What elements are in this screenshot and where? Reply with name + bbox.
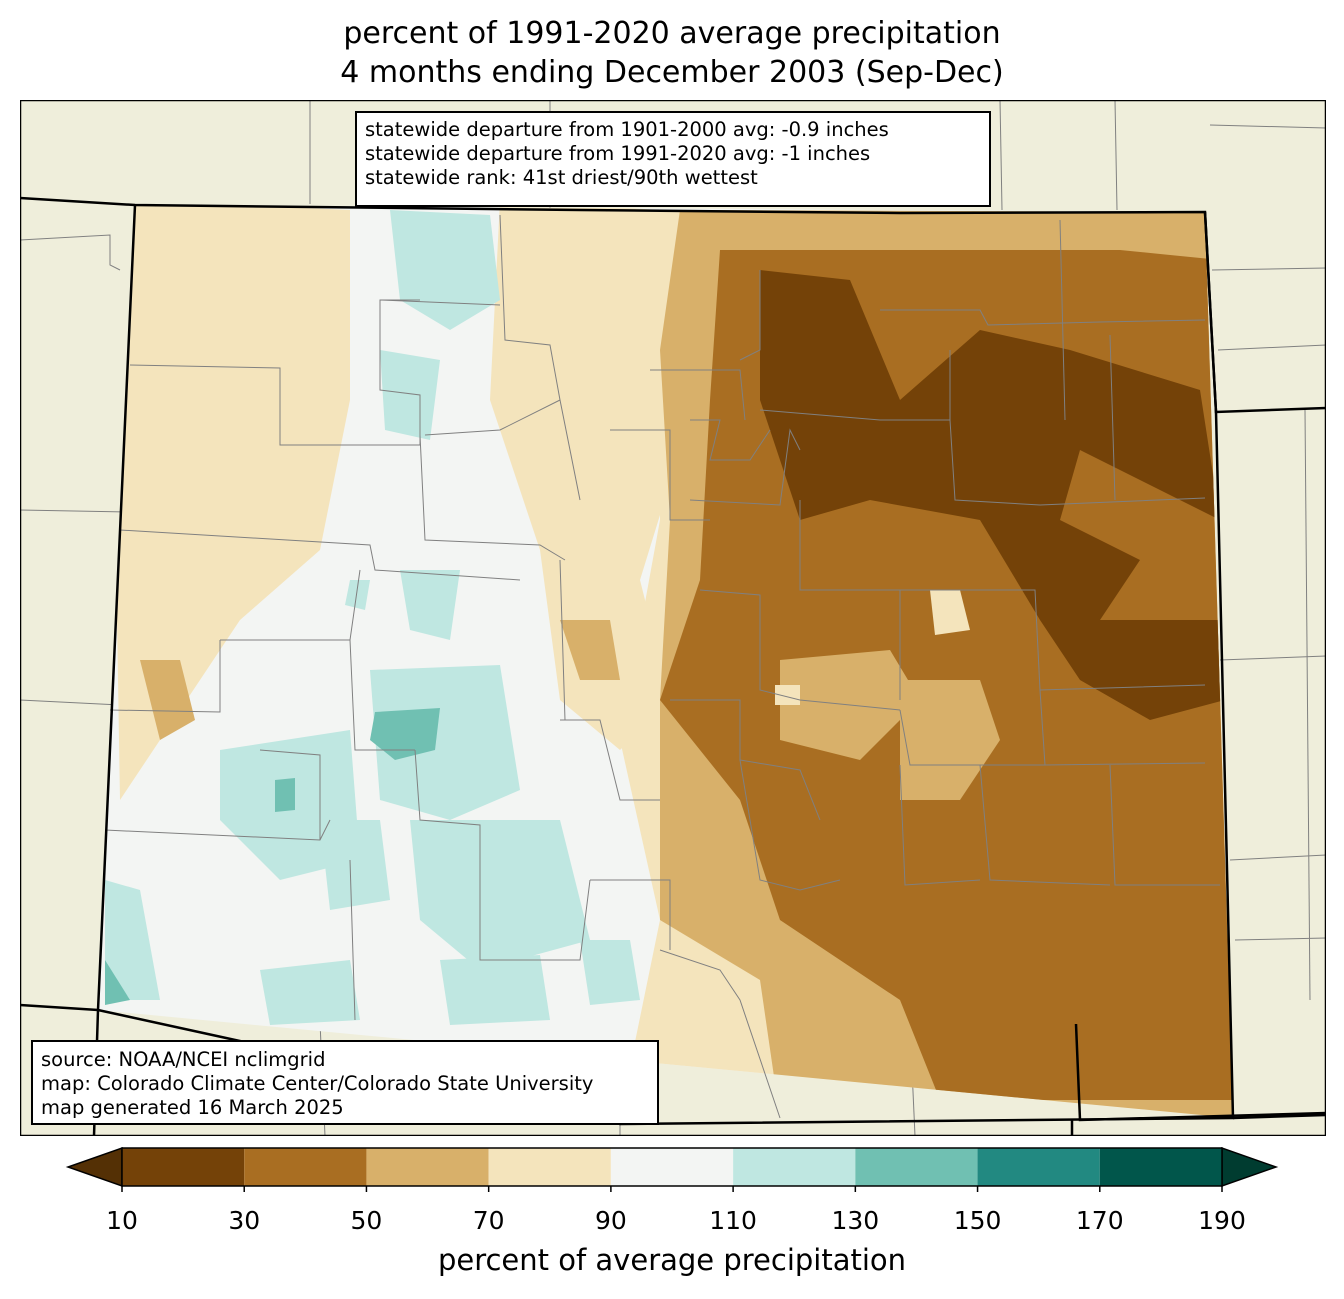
colorbar-tick-label-5: 110 — [709, 1206, 757, 1235]
map-credit-line: map: Colorado Climate Center/Colorado St… — [41, 1072, 594, 1095]
map-frame — [20, 100, 1326, 1136]
colorbar-bin-1 — [244, 1148, 367, 1186]
colorbar: 10 30 50 70 90 110 130 150 170 190 — [65, 1146, 1279, 1235]
source-line: source: NOAA/NCEI nclimgrid — [41, 1048, 326, 1071]
stats-departure-1901: statewide departure from 1901-2000 avg: … — [365, 118, 889, 141]
colorbar-bin-3 — [488, 1148, 611, 1186]
statewide-stats-box: statewide departure from 1901-2000 avg: … — [355, 111, 991, 207]
map-title-line1: percent of 1991-2020 average precipitati… — [343, 16, 1001, 51]
colorbar-bin-5 — [733, 1148, 856, 1186]
source-box: source: NOAA/NCEI nclimgrid map: Colorad… — [31, 1040, 659, 1125]
colorbar-label: percent of average precipitation — [437, 1243, 907, 1277]
map-title-line2: 4 months ending December 2003 (Sep-Dec) — [340, 55, 1004, 90]
colorbar-tick-label-9: 190 — [1198, 1206, 1246, 1235]
colorbar-under-arrow — [65, 1146, 123, 1188]
colorbar-tick-label-3: 70 — [473, 1206, 505, 1235]
stats-departure-1991: statewide departure from 1991-2020 avg: … — [365, 142, 871, 165]
colorbar-tick-label-6: 130 — [831, 1206, 879, 1235]
colorbar-bin-0 — [122, 1148, 245, 1186]
colorbar-bin-6 — [855, 1148, 978, 1186]
colorbar-bin-4 — [610, 1148, 734, 1186]
colorbar-frame — [121, 1147, 1223, 1187]
colorbar-tick-label-8: 170 — [1076, 1206, 1124, 1235]
colorbar-bin-2 — [366, 1148, 489, 1186]
colorbar-over-arrow — [1221, 1146, 1279, 1188]
colorbar-tick-label-2: 50 — [351, 1206, 383, 1235]
colorbar-tick-label-4: 90 — [595, 1206, 627, 1235]
precipitation-map — [20, 100, 1326, 1136]
county-lines — [104, 214, 1220, 1119]
generated-date-line: map generated 16 March 2025 — [41, 1096, 344, 1119]
colorbar-bin-7 — [977, 1148, 1100, 1186]
colorbar-tick-label-7: 150 — [954, 1206, 1002, 1235]
colorbar-bin-8 — [1099, 1148, 1222, 1186]
colorbar-tick-label-1: 30 — [228, 1206, 260, 1235]
colorado-precip-field — [98, 205, 1233, 1118]
stats-rank: statewide rank: 41st driest/90th wettest — [365, 166, 758, 189]
colorbar-tick-label-0: 10 — [106, 1206, 138, 1235]
